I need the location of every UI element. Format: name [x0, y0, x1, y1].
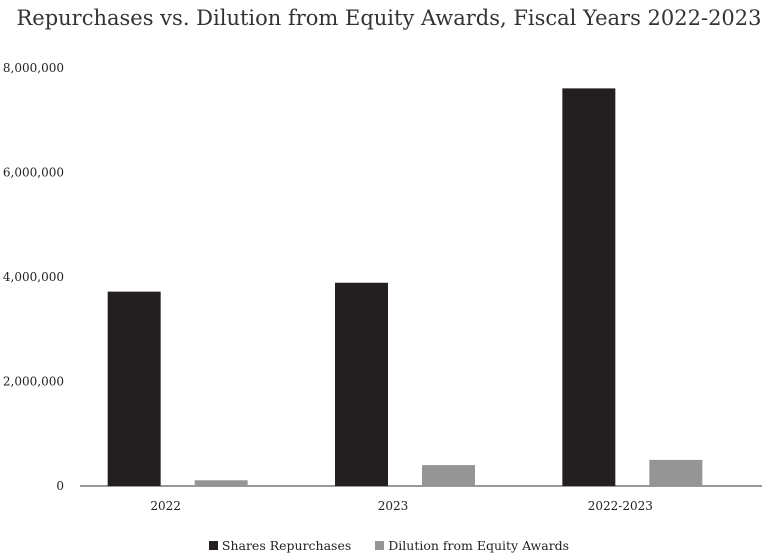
plot-area: 0 2,000,000 4,000,000 6,000,000 8,000,000 202…	[3, 61, 762, 513]
y-tick-label: 6,000,000	[3, 166, 64, 180]
legend-item-repurchases: Shares Repurchases	[208, 538, 352, 553]
chart-title: Repurchases vs. Dilution from Equity Awa…	[16, 6, 762, 30]
y-tick-label: 4,000,000	[3, 270, 64, 284]
x-tick-label: 2022-2023	[588, 499, 653, 513]
bar-dilution	[194, 480, 248, 486]
legend: Shares Repurchases Dilution from Equity …	[0, 538, 778, 553]
legend-swatch-repurchases	[208, 541, 218, 550]
bar-dilution	[649, 459, 703, 486]
bar-repurchases	[562, 88, 616, 486]
y-tick-label: 0	[56, 479, 64, 493]
legend-item-dilution: Dilution from Equity Awards	[375, 538, 569, 553]
legend-label-repurchases: Shares Repurchases	[221, 538, 352, 553]
legend-swatch-dilution	[375, 541, 385, 550]
x-tick-label: 2023	[378, 499, 409, 513]
y-tick-label: 2,000,000	[3, 375, 64, 389]
bar-repurchases	[107, 291, 161, 486]
x-tick-label: 2022	[150, 499, 181, 513]
legend-label-dilution: Dilution from Equity Awards	[388, 538, 570, 553]
bar-dilution	[422, 465, 475, 486]
bar-repurchases	[335, 282, 388, 486]
y-tick-label: 8,000,000	[3, 61, 64, 75]
